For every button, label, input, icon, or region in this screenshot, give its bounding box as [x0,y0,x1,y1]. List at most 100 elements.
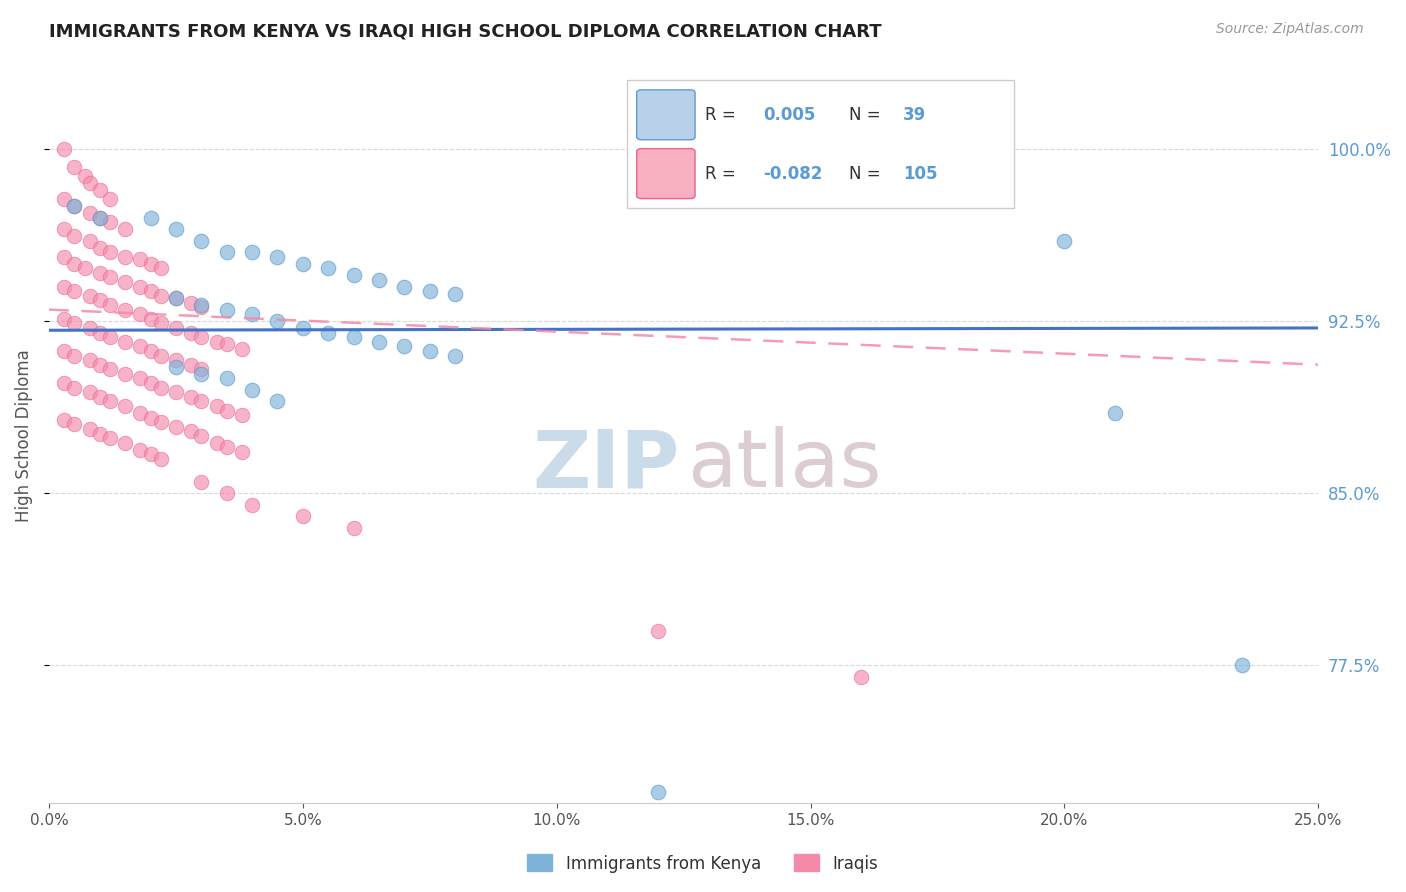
Point [851,670,873,684]
Point [114,275,136,289]
Point [368,334,391,349]
Point [114,435,136,450]
Point [291,321,314,335]
Point [79,321,101,335]
Point [79,422,101,436]
Text: ZIP: ZIP [533,426,681,504]
Point [165,359,187,374]
Point [165,353,187,368]
Point [98,193,121,207]
Point [215,486,238,500]
Point [180,390,202,404]
Text: 39: 39 [903,106,927,124]
Point [139,257,162,271]
Point [149,261,172,276]
Point [231,445,253,459]
Point [215,245,238,260]
Point [240,245,263,260]
Text: 105: 105 [903,165,938,183]
Point [63,229,86,244]
Point [342,330,364,344]
Point [79,385,101,400]
Point [129,371,152,385]
Point [190,475,212,489]
Point [89,293,111,308]
Point [240,307,263,321]
Point [79,353,101,368]
Text: Source: ZipAtlas.com: Source: ZipAtlas.com [1216,22,1364,37]
Point [165,419,187,434]
Point [98,330,121,344]
Point [53,413,76,427]
Point [342,521,364,535]
Point [215,302,238,317]
Point [63,199,86,213]
Point [215,403,238,417]
Point [190,429,212,443]
Point [149,349,172,363]
Point [165,291,187,305]
Point [1104,406,1126,420]
Point [180,295,202,310]
Point [129,339,152,353]
Point [89,358,111,372]
Point [53,343,76,358]
Point [98,362,121,376]
Point [215,441,238,455]
Point [53,250,76,264]
Point [129,406,152,420]
Point [180,424,202,438]
Point [98,270,121,285]
Point [647,624,669,638]
Point [89,211,111,225]
Point [73,169,96,184]
Point [180,358,202,372]
Point [89,266,111,280]
Point [98,245,121,260]
FancyBboxPatch shape [637,149,695,199]
Point [98,431,121,445]
Point [114,250,136,264]
Point [647,785,669,799]
Point [89,426,111,441]
Point [53,376,76,390]
Point [165,222,187,236]
Point [419,284,441,298]
FancyBboxPatch shape [627,79,1014,208]
Point [114,334,136,349]
Point [79,206,101,220]
Point [53,222,76,236]
Point [63,381,86,395]
Point [368,273,391,287]
Text: R =: R = [706,165,741,183]
Point [129,307,152,321]
Point [180,326,202,340]
Point [190,367,212,381]
Point [149,415,172,429]
Point [190,234,212,248]
Point [231,342,253,356]
Point [149,451,172,466]
Point [291,257,314,271]
Point [190,298,212,312]
Legend: Immigrants from Kenya, Iraqis: Immigrants from Kenya, Iraqis [520,847,886,880]
Point [139,376,162,390]
Point [149,381,172,395]
Point [98,215,121,229]
Point [98,394,121,409]
Point [139,311,162,326]
Point [79,289,101,303]
Text: N =: N = [849,165,886,183]
Text: R =: R = [706,106,741,124]
Point [114,399,136,413]
Point [205,399,228,413]
Point [53,193,76,207]
Text: 0.005: 0.005 [763,106,815,124]
Point [89,183,111,197]
Point [63,160,86,174]
Point [114,222,136,236]
Point [89,326,111,340]
Point [190,301,212,315]
Point [129,252,152,266]
Point [73,261,96,276]
